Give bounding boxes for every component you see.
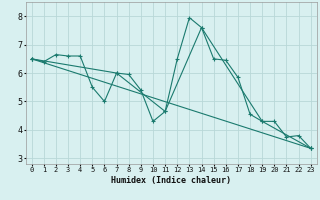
X-axis label: Humidex (Indice chaleur): Humidex (Indice chaleur) (111, 176, 231, 185)
